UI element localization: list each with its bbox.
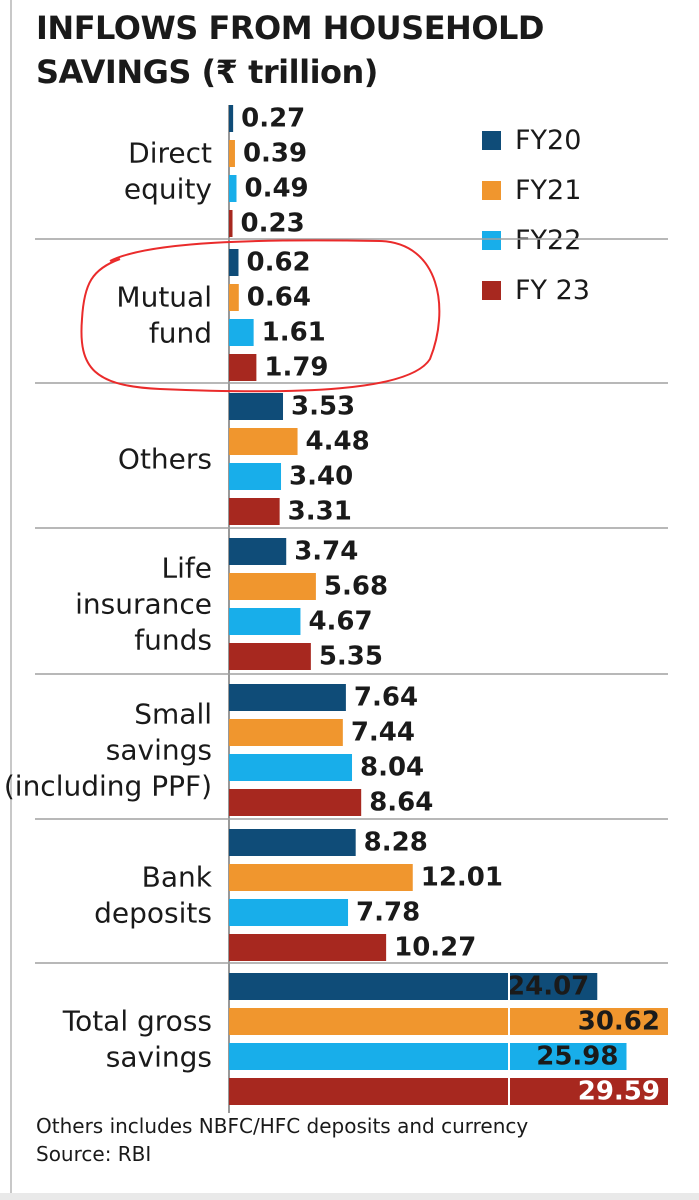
value-label-total-gross-savings-fy20: 24.07 xyxy=(507,972,589,1002)
bar-total-gross-savings-fy-23 xyxy=(229,1078,668,1105)
bar-direct-equity-fy-23 xyxy=(229,210,233,237)
legend-item-fy20: FY20 xyxy=(482,115,590,165)
value-label-others-fy-23: 3.31 xyxy=(288,497,352,527)
chart-title: INFLOWS FROM HOUSEHOLD SAVINGS (₹ trilli… xyxy=(36,6,676,94)
value-label-mutual-fund-fy-23: 1.79 xyxy=(264,353,328,383)
bar-small-savings-including-ppf-fy20 xyxy=(229,684,346,711)
value-label-direct-equity-fy22: 0.49 xyxy=(244,174,308,204)
chart-title-line-2: SAVINGS (₹ trillion) xyxy=(36,53,378,91)
value-label-mutual-fund-fy20: 0.62 xyxy=(246,248,310,278)
bar-direct-equity-fy21 xyxy=(229,140,235,167)
value-label-small-savings-including-ppf-fy21: 7.44 xyxy=(351,718,415,748)
bar-mutual-fund-fy22 xyxy=(229,319,254,346)
legend-swatch-fy23 xyxy=(482,280,501,300)
value-label-mutual-fund-fy22: 1.61 xyxy=(262,318,326,348)
footnote: Others includes NBFC/HFC deposits and cu… xyxy=(36,1112,528,1168)
legend-label-fy20: FY20 xyxy=(515,124,582,156)
legend-label-fy21: FY21 xyxy=(515,174,582,206)
legend-swatch-fy20 xyxy=(482,130,501,150)
bar-bank-deposits-fy21 xyxy=(229,864,413,891)
chart-title-line-1: INFLOWS FROM HOUSEHOLD xyxy=(36,9,544,47)
bar-small-savings-including-ppf-fy21 xyxy=(229,719,343,746)
highlight-circle-annotation xyxy=(80,239,441,393)
legend-label-fy23: FY 23 xyxy=(515,274,590,306)
bar-small-savings-including-ppf-fy-23 xyxy=(229,789,362,816)
bar-life-insurance-funds-fy21 xyxy=(229,573,316,600)
value-label-direct-equity-fy21: 0.39 xyxy=(243,139,307,169)
category-label-total-gross-savings: Total gross xyxy=(62,1005,212,1038)
bar-others-fy20 xyxy=(229,393,284,420)
value-label-bank-deposits-fy21: 12.01 xyxy=(421,863,503,893)
bar-life-insurance-funds-fy22 xyxy=(229,608,301,635)
bar-life-insurance-funds-fy20 xyxy=(229,538,287,565)
bar-direct-equity-fy20 xyxy=(229,105,234,132)
bar-total-gross-savings-fy22 xyxy=(229,1043,627,1070)
value-label-direct-equity-fy-23: 0.23 xyxy=(241,209,305,239)
bar-others-fy-23 xyxy=(229,498,280,525)
value-label-life-insurance-funds-fy22: 4.67 xyxy=(308,607,372,637)
value-label-small-savings-including-ppf-fy20: 7.64 xyxy=(354,683,418,713)
legend-item-fy21: FY21 xyxy=(482,165,590,215)
category-label-small-savings-including-ppf: (including PPF) xyxy=(4,770,212,803)
bar-others-fy22 xyxy=(229,463,282,490)
bar-mutual-fund-fy20 xyxy=(229,249,239,276)
bar-mutual-fund-fy-23 xyxy=(229,354,257,381)
category-label-life-insurance-funds: insurance xyxy=(75,588,212,621)
value-label-others-fy20: 3.53 xyxy=(291,392,355,422)
category-label-life-insurance-funds: Life xyxy=(162,552,212,585)
value-label-bank-deposits-fy-23: 10.27 xyxy=(394,933,476,963)
bar-total-gross-savings-fy20 xyxy=(229,973,598,1000)
legend-swatch-fy22 xyxy=(482,230,501,250)
value-label-life-insurance-funds-fy21: 5.68 xyxy=(324,572,388,602)
category-label-bank-deposits: deposits xyxy=(94,897,212,930)
legend-swatch-fy21 xyxy=(482,180,501,200)
value-label-life-insurance-funds-fy-23: 5.35 xyxy=(319,642,383,672)
value-label-others-fy21: 4.48 xyxy=(306,427,370,457)
value-label-total-gross-savings-fy-23: 29.59 xyxy=(578,1077,660,1107)
bar-bank-deposits-fy20 xyxy=(229,829,356,856)
category-label-small-savings-including-ppf: Small xyxy=(134,698,212,731)
value-label-bank-deposits-fy22: 7.78 xyxy=(356,898,420,928)
value-label-small-savings-including-ppf-fy22: 8.04 xyxy=(360,753,424,783)
category-label-others: Others xyxy=(118,443,212,476)
category-label-small-savings-including-ppf: savings xyxy=(106,734,212,767)
bar-bank-deposits-fy22 xyxy=(229,899,349,926)
bar-others-fy21 xyxy=(229,428,298,455)
value-label-total-gross-savings-fy22: 25.98 xyxy=(536,1042,618,1072)
bar-life-insurance-funds-fy-23 xyxy=(229,643,311,670)
bottom-border xyxy=(0,1193,699,1200)
legend-item-fy23: FY 23 xyxy=(482,265,590,315)
left-border xyxy=(10,0,12,1195)
value-label-mutual-fund-fy21: 0.64 xyxy=(247,283,311,313)
footnote-source: Source: RBI xyxy=(36,1142,152,1166)
bar-mutual-fund-fy21 xyxy=(229,284,239,311)
legend-label-fy22: FY22 xyxy=(515,224,582,256)
category-label-mutual-fund: fund xyxy=(149,317,212,350)
value-label-others-fy22: 3.40 xyxy=(289,462,353,492)
legend: FY20 FY21 FY22 FY 23 xyxy=(482,115,590,315)
value-label-direct-equity-fy20: 0.27 xyxy=(241,104,305,134)
category-label-mutual-fund: Mutual xyxy=(116,281,212,314)
category-label-bank-deposits: Bank xyxy=(142,861,213,894)
value-label-life-insurance-funds-fy20: 3.74 xyxy=(294,537,358,567)
value-label-bank-deposits-fy20: 8.28 xyxy=(364,828,428,858)
value-label-small-savings-including-ppf-fy-23: 8.64 xyxy=(369,788,433,818)
bar-small-savings-including-ppf-fy22 xyxy=(229,754,353,781)
value-label-total-gross-savings-fy21: 30.62 xyxy=(578,1007,660,1037)
category-label-total-gross-savings: savings xyxy=(106,1041,212,1074)
legend-item-fy22: FY22 xyxy=(482,215,590,265)
category-label-direct-equity: Direct xyxy=(128,137,212,170)
bar-direct-equity-fy22 xyxy=(229,175,237,202)
category-label-life-insurance-funds: funds xyxy=(134,624,212,657)
bar-bank-deposits-fy-23 xyxy=(229,934,387,961)
bar-total-gross-savings-fy21 xyxy=(229,1008,668,1035)
footnote-others: Others includes NBFC/HFC deposits and cu… xyxy=(36,1114,529,1138)
category-label-direct-equity: equity xyxy=(124,173,212,206)
